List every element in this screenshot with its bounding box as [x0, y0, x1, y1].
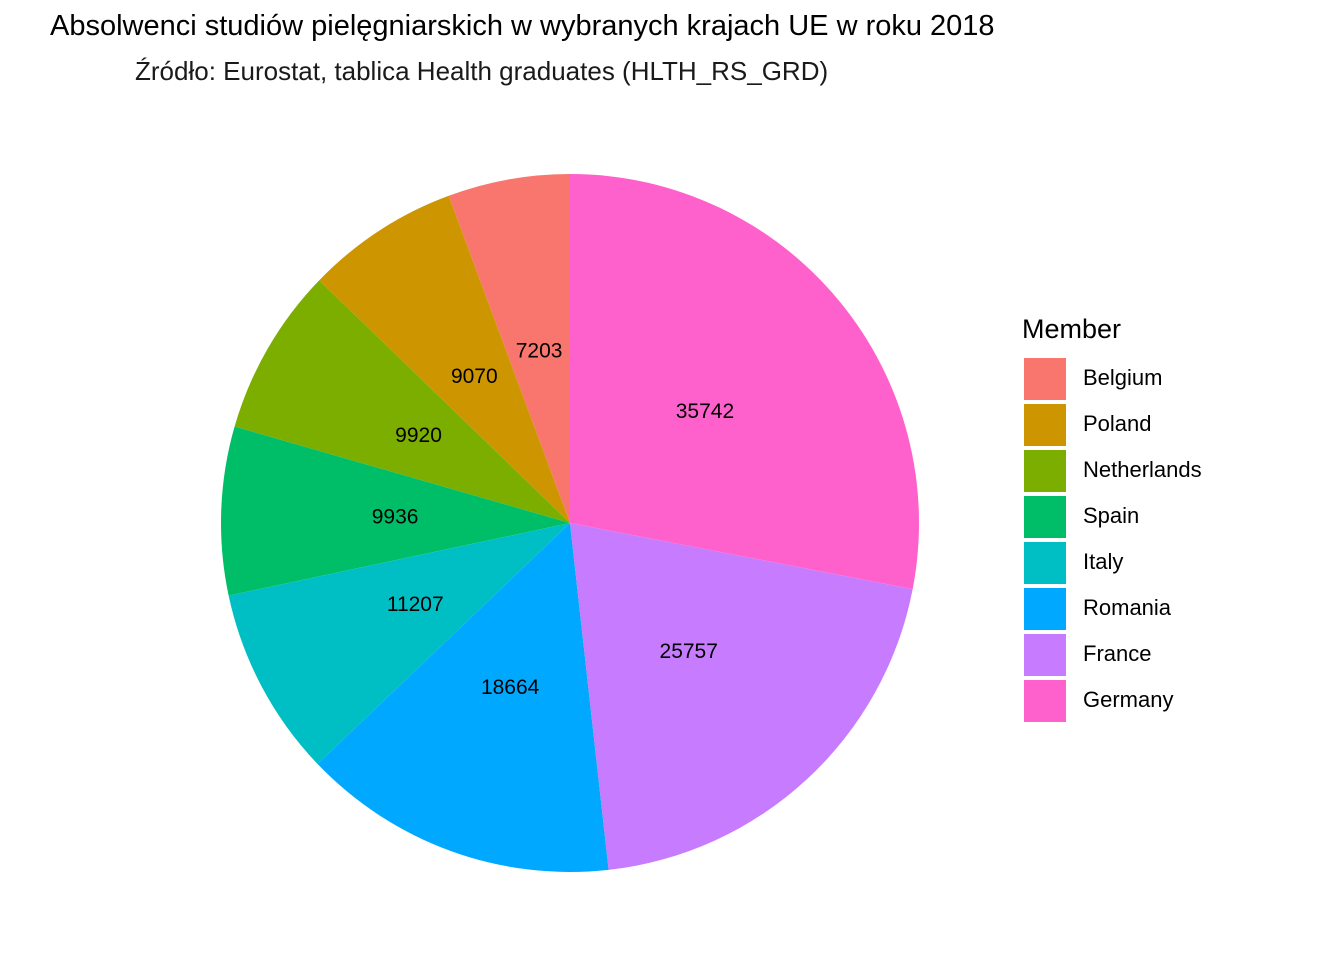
pie-value-labels: 7203 9070 9920 9936 11207 18664 25757 35742: [372, 339, 734, 699]
legend-item-spain: Spain: [1022, 494, 1139, 540]
legend-label-romania: Romania: [1083, 595, 1172, 620]
pie-value-label-spain: 9936: [372, 505, 419, 528]
legend-swatch-spain: [1024, 496, 1066, 538]
pie-value-label-romania: 18664: [481, 676, 540, 699]
legend-swatch-italy: [1024, 542, 1066, 584]
pie-value-label-belgium: 7203: [516, 339, 563, 362]
pie-slice-romania: [317, 523, 609, 873]
legend-swatch-france: [1024, 634, 1066, 676]
legend-label-netherlands: Netherlands: [1083, 457, 1202, 482]
legend: Member Belgium Poland Netherlands Spain Ital…: [1022, 314, 1202, 724]
legend-swatch-romania: [1024, 588, 1066, 630]
legend-item-netherlands: Netherlands: [1022, 448, 1202, 494]
legend-label-france: France: [1083, 641, 1152, 666]
pie-value-label-germany: 35742: [676, 400, 734, 423]
legend-item-italy: Italy: [1022, 540, 1124, 586]
pie-slices: [220, 174, 919, 873]
pie-value-label-poland: 9070: [451, 365, 498, 388]
pie-slice-france: [570, 523, 913, 870]
pie-slice-netherlands: [234, 280, 570, 523]
pie-slice-spain: [220, 426, 570, 596]
legend-swatch-belgium: [1024, 358, 1066, 400]
pie-value-label-france: 25757: [660, 640, 718, 663]
legend-items: Belgium Poland Netherlands Spain Italy Romani…: [1022, 356, 1202, 724]
legend-swatch-poland: [1024, 404, 1066, 446]
pie-value-label-netherlands: 9920: [395, 424, 442, 447]
legend-swatch-netherlands: [1024, 450, 1066, 492]
legend-item-germany: Germany: [1022, 678, 1173, 724]
legend-label-germany: Germany: [1083, 687, 1174, 712]
pie-slice-italy: [228, 523, 570, 764]
pie-slice-germany: [570, 174, 919, 590]
legend-label-poland: Poland: [1083, 411, 1152, 436]
legend-title: Member: [1022, 314, 1122, 344]
pie-slice-belgium: [448, 174, 570, 523]
pie-slice-poland: [319, 195, 570, 523]
legend-label-italy: Italy: [1083, 549, 1124, 574]
legend-label-spain: Spain: [1083, 503, 1140, 528]
legend-item-belgium: Belgium: [1022, 356, 1162, 402]
chart-subtitle: Źródło: Eurostat, tablica Health graduat…: [135, 56, 829, 86]
pie-value-label-italy: 11207: [387, 593, 444, 616]
legend-swatch-germany: [1024, 680, 1066, 722]
legend-label-belgium: Belgium: [1083, 365, 1163, 390]
legend-item-poland: Poland: [1022, 402, 1152, 448]
chart-title: Absolwenci studiów pielęgniarskich w wyb…: [50, 10, 995, 42]
legend-item-france: France: [1022, 632, 1151, 678]
legend-item-romania: Romania: [1022, 586, 1171, 632]
